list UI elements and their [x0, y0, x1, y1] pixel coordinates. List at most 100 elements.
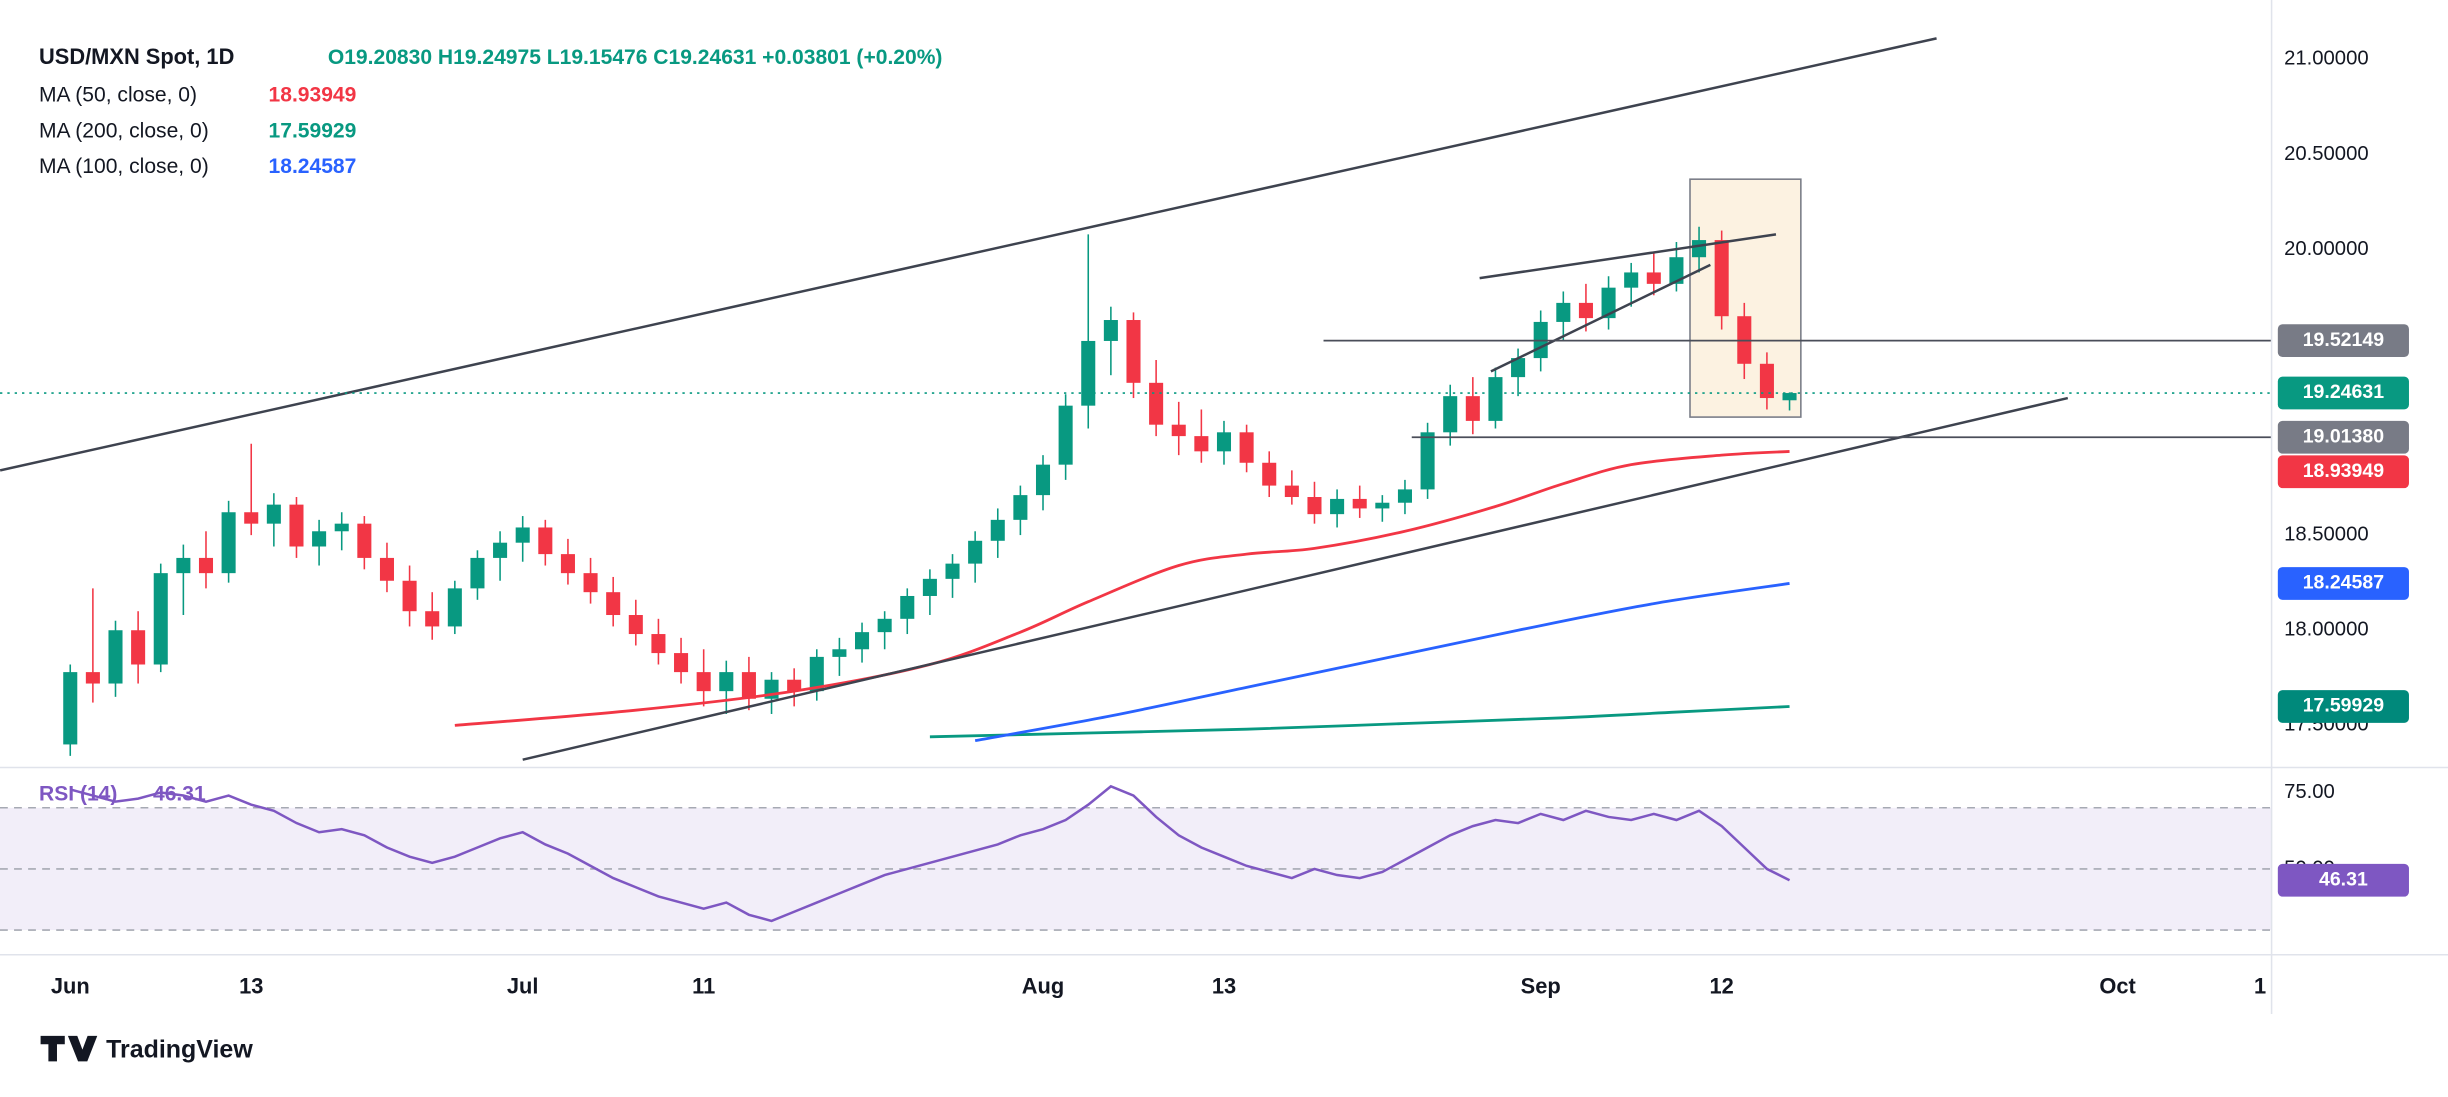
candle: [1171, 401, 1186, 456]
candle: [1035, 455, 1051, 511]
ma200-line: [929, 705, 1790, 739]
candle: [560, 538, 575, 585]
svg-text:19.24631: 19.24631: [2303, 381, 2385, 403]
time-axis-label: 11: [692, 974, 715, 999]
candle: [131, 611, 146, 684]
legend-row-ma50[interactable]: MA (50, close, 0) 18.93949: [39, 83, 356, 106]
candle: [1443, 384, 1458, 446]
candle: [1239, 424, 1254, 473]
tradingview-logo-icon: [40, 1035, 98, 1062]
candle: [1216, 420, 1232, 465]
candle: [968, 531, 983, 583]
price-badge: 19.52149: [2277, 324, 2409, 358]
candle: [900, 588, 915, 635]
svg-text:18.24587: 18.24587: [2303, 572, 2384, 594]
candle: [1397, 479, 1412, 515]
candle: [990, 508, 1005, 558]
candle: [289, 497, 304, 558]
price-badge: 17.59929: [2277, 690, 2409, 723]
rsi-line: [69, 784, 1791, 923]
candle: [1624, 262, 1639, 307]
trendline[interactable]: [0, 37, 1937, 472]
svg-text:19.01380: 19.01380: [2303, 425, 2385, 447]
price-axis-label: 21.00000: [2284, 48, 2369, 70]
candle: [538, 519, 553, 566]
time-axis-label: 12: [1710, 974, 1734, 999]
time-axis[interactable]: Jun 13 Jul 11 Aug 13 Sep 12 Oct 1: [51, 974, 2266, 999]
candle: [85, 588, 100, 703]
candle: [855, 622, 870, 663]
candle: [379, 542, 394, 593]
rsi-layer[interactable]: [69, 784, 1791, 923]
rsi-legend[interactable]: RSI (14) 46.31: [39, 782, 206, 805]
svg-text:18.93949: 18.93949: [2303, 460, 2385, 482]
candles-layer[interactable]: [63, 226, 1797, 756]
candle: [832, 637, 847, 676]
tradingview-logo[interactable]: TradingView: [40, 1035, 254, 1064]
candle: [266, 493, 281, 547]
svg-text:46.31: 46.31: [2319, 868, 2368, 890]
trendline[interactable]: [1479, 233, 1777, 280]
candle: [198, 531, 214, 589]
candle: [1759, 352, 1774, 410]
candle: [1714, 230, 1729, 330]
candle: [1420, 422, 1435, 499]
time-axis-label: Aug: [1022, 974, 1064, 999]
candle: [63, 664, 78, 756]
candle: [1556, 291, 1571, 341]
candle: [922, 569, 937, 616]
rsi-label: RSI (14): [39, 782, 117, 805]
candle: [1262, 451, 1277, 498]
candle: [1194, 409, 1209, 463]
candle: [1307, 481, 1322, 524]
candle: [1149, 359, 1164, 437]
candle: [1330, 489, 1345, 528]
candle: [1103, 306, 1118, 376]
trendline[interactable]: [1490, 263, 1711, 373]
candle: [1646, 253, 1661, 296]
candle: [470, 550, 485, 600]
ma50-label: MA (50, close, 0): [39, 83, 197, 106]
candle: [108, 620, 123, 697]
symbol-title[interactable]: USD/MXN Spot, 1D: [39, 44, 234, 69]
rsi-badge: 46.31: [2277, 863, 2409, 897]
legend-row-ma100[interactable]: MA (100, close, 0) 18.24587: [39, 155, 356, 178]
ma100-value: 18.24587: [269, 155, 357, 178]
trendline[interactable]: [522, 396, 2069, 761]
candle: [493, 531, 508, 581]
candle: [1465, 377, 1480, 435]
rsi-band: [0, 807, 2272, 931]
candle: [244, 443, 259, 536]
price-badge: 19.24631: [2277, 376, 2409, 410]
candle: [312, 519, 327, 566]
legend-row-ma200[interactable]: MA (200, close, 0) 17.59929: [39, 119, 356, 142]
price-axis[interactable]: 21.00000 20.50000 20.00000 18.50000 18.00000…: [2277, 48, 2409, 897]
candle: [945, 554, 960, 598]
candle: [1782, 392, 1797, 411]
highlight-box[interactable]: [1689, 178, 1802, 418]
candle: [1601, 276, 1616, 330]
candle: [1126, 312, 1141, 399]
background-layer: [0, 178, 2272, 931]
candle: [674, 637, 689, 684]
drawings-layer: [0, 37, 2272, 761]
price-axis-label: 18.00000: [2284, 619, 2369, 641]
ma100-label: MA (100, close, 0): [39, 155, 209, 178]
candle: [334, 512, 349, 551]
candle: [696, 649, 711, 707]
time-axis-label: 13: [1212, 974, 1236, 999]
time-axis-label: 1: [2254, 974, 2266, 999]
candle: [176, 544, 191, 616]
candle: [153, 563, 168, 673]
time-axis-label: Sep: [1521, 974, 1561, 999]
candle: [1578, 283, 1593, 332]
candle: [221, 500, 236, 583]
time-axis-label: Jun: [51, 974, 90, 999]
ma100-line: [974, 582, 1790, 743]
candle: [583, 557, 598, 604]
ma200-label: MA (200, close, 0): [39, 119, 209, 142]
price-axis-label: 18.50000: [2284, 523, 2369, 545]
svg-text:17.59929: 17.59929: [2303, 695, 2385, 717]
